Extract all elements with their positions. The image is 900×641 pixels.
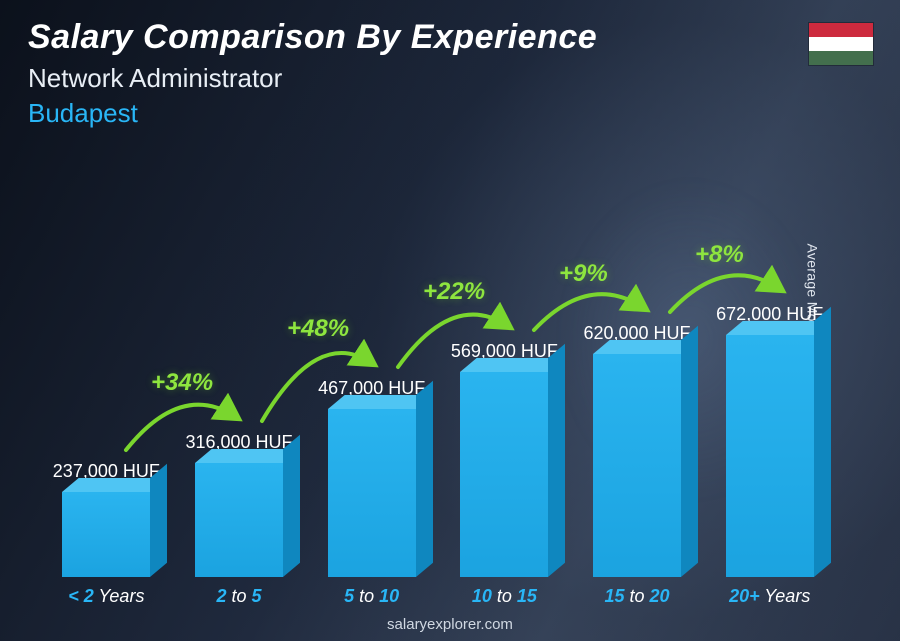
header: Salary Comparison By Experience Network … [28,18,597,129]
flag-stripe-mid [809,37,873,51]
flag-icon [808,22,874,66]
increase-label: +34% [151,369,213,397]
bar-front-face [460,372,548,577]
bar-side-face [814,307,831,577]
bar [460,372,548,577]
bar-front-face [328,409,416,577]
bar [726,335,814,577]
page-location: Budapest [28,98,597,129]
bar-side-face [416,381,433,577]
x-axis-label: 2 to 5 [173,586,306,607]
bar-slot: 620,000 HUF [571,323,704,577]
bar-side-face [283,435,300,577]
bar-slot: 569,000 HUF [438,341,571,577]
bar-side-face [150,464,167,577]
bar-slot: 316,000 HUF [173,432,306,577]
x-axis-label: 10 to 15 [438,586,571,607]
x-axis-label: < 2 Years [40,586,173,607]
bar [195,463,283,577]
x-axis-labels: < 2 Years2 to 55 to 1010 to 1515 to 2020… [30,586,846,607]
increase-label: +22% [423,278,485,306]
page-subtitle: Network Administrator [28,63,597,94]
bar-front-face [726,335,814,577]
increase-label: +9% [559,260,608,288]
bar-side-face [681,326,698,577]
bar-slot: 672,000 HUF [703,304,836,577]
flag-stripe-bot [809,51,873,65]
bar-slot: 237,000 HUF [40,461,173,577]
salary-bar-chart: 237,000 HUF316,000 HUF467,000 HUF569,000… [30,160,846,577]
increase-label: +8% [695,241,744,269]
bar-slot: 467,000 HUF [305,378,438,577]
bar [328,409,416,577]
increase-label: +48% [287,315,349,343]
x-axis-label: 15 to 20 [571,586,704,607]
x-axis-label: 20+ Years [703,586,836,607]
page-title: Salary Comparison By Experience [28,18,597,57]
bar-front-face [593,354,681,577]
bar-side-face [548,344,565,577]
x-axis-label: 5 to 10 [305,586,438,607]
bar-front-face [62,492,150,577]
bar [593,354,681,577]
bar [62,492,150,577]
footer-attribution: salaryexplorer.com [0,616,900,633]
flag-stripe-top [809,23,873,37]
bar-front-face [195,463,283,577]
